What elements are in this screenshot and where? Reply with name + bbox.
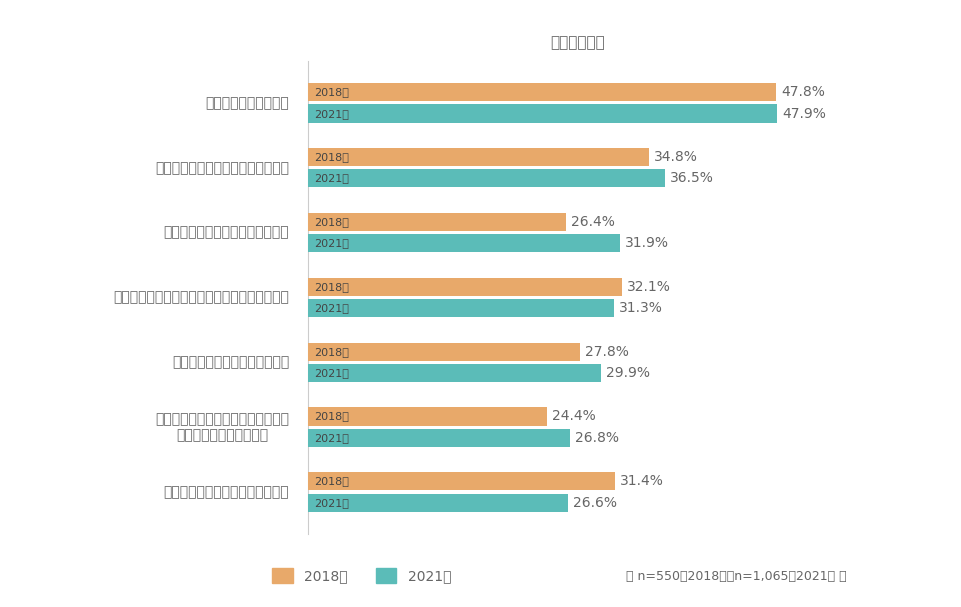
Text: 2021年: 2021年 [313, 239, 348, 248]
Text: 31.4%: 31.4% [620, 474, 663, 488]
Text: 2018年: 2018年 [313, 412, 348, 421]
Text: （ n=550　2018年、n=1,065　2021年 ）: （ n=550 2018年、n=1,065 2021年 ） [626, 570, 846, 583]
Text: 47.8%: 47.8% [780, 85, 824, 99]
Bar [308, 429, 570, 447]
Text: 26.4%: 26.4% [571, 215, 614, 229]
Bar [308, 299, 614, 317]
Title: （複数回答）: （複数回答） [550, 35, 604, 50]
Text: 2021年: 2021年 [313, 109, 348, 118]
Text: 2018年: 2018年 [313, 217, 348, 227]
Text: 27.8%: 27.8% [584, 345, 628, 359]
Text: 29.9%: 29.9% [605, 366, 649, 380]
Bar [308, 169, 665, 188]
Text: 32.1%: 32.1% [627, 280, 671, 294]
Bar [308, 472, 615, 490]
Bar [308, 234, 620, 253]
Bar [308, 213, 566, 231]
Bar [308, 83, 776, 101]
Legend: 2018年, 2021年: 2018年, 2021年 [266, 563, 456, 589]
Text: 24.4%: 24.4% [552, 410, 595, 424]
Bar [308, 407, 546, 426]
Text: 47.9%: 47.9% [781, 107, 825, 121]
Text: 2021年: 2021年 [313, 498, 348, 507]
Text: 2018年: 2018年 [313, 347, 348, 356]
Text: 34.8%: 34.8% [653, 150, 697, 164]
Text: 2018年: 2018年 [313, 87, 348, 97]
Text: 2021年: 2021年 [313, 174, 348, 183]
Bar [308, 148, 648, 166]
Text: 2018年: 2018年 [313, 152, 348, 162]
Text: 31.3%: 31.3% [619, 301, 662, 315]
Text: 2021年: 2021年 [313, 368, 348, 378]
Text: 2021年: 2021年 [313, 433, 348, 443]
Bar [308, 104, 776, 123]
Text: 2021年: 2021年 [313, 303, 348, 313]
Text: 36.5%: 36.5% [670, 171, 713, 185]
Bar [308, 493, 568, 512]
Bar [308, 364, 600, 382]
Text: 31.9%: 31.9% [625, 236, 669, 250]
Text: 26.6%: 26.6% [573, 496, 617, 510]
Bar [308, 342, 579, 361]
Bar [308, 277, 622, 296]
Text: 26.8%: 26.8% [575, 431, 619, 445]
Text: 2018年: 2018年 [313, 476, 348, 486]
Text: 2018年: 2018年 [313, 282, 348, 292]
